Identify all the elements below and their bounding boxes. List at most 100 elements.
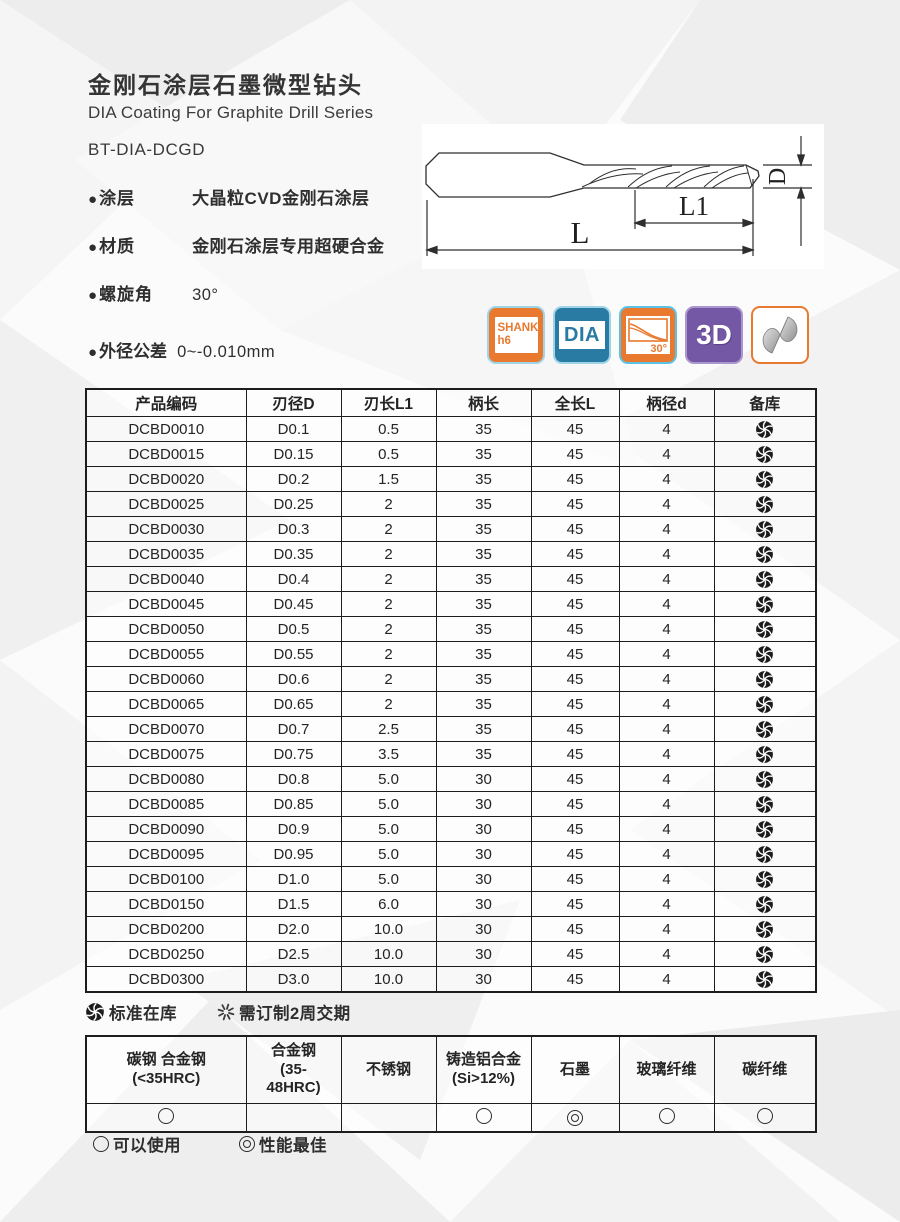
data-cell: 35 [435, 741, 532, 767]
stock-cell [713, 466, 817, 492]
rating-legend-item: 可以使用 [93, 1132, 181, 1156]
swirl-in-stock-icon [86, 1003, 104, 1021]
data-cell: 35 [435, 691, 532, 717]
data-cell: D0.4 [245, 566, 342, 592]
stock-cell [713, 916, 817, 942]
data-cell: DCBD0010 [85, 416, 247, 442]
legend-label: 需订制2周交期 [239, 1005, 351, 1023]
table-row: DCBD0150 D1.5 6.0 30 45 4 [85, 891, 817, 917]
data-cell: 45 [530, 516, 620, 542]
stock-cell [713, 966, 817, 993]
data-cell: DCBD0250 [85, 941, 247, 967]
spec-value: 金刚石涂层专用超硬合金 [192, 237, 385, 256]
data-cell: 4 [618, 441, 715, 467]
stock-cell [713, 416, 817, 442]
data-cell: 30 [435, 891, 532, 917]
data-cell: 4 [618, 516, 715, 542]
swirl-in-stock-icon [756, 670, 774, 688]
rating-cell [85, 1103, 247, 1133]
data-cell: 45 [530, 666, 620, 692]
data-cell: DCBD0025 [85, 491, 247, 517]
page-title: 金刚石涂层石墨微型钻头 [88, 72, 363, 98]
shank-h6-badge: SHANK h6 [487, 306, 545, 364]
header-row: 碳钢 合金钢 (<35HRC) 合金钢 (35- 48HRC) 不锈钢 铸造铝合金 (… [85, 1035, 817, 1104]
data-cell: DCBD0085 [85, 791, 247, 817]
data-cell: 4 [618, 416, 715, 442]
rating-legend-item: 性能最佳 [239, 1132, 327, 1156]
table-row: DCBD0055 D0.55 2 35 45 4 [85, 641, 817, 667]
data-cell: DCBD0015 [85, 441, 247, 467]
data-cell: DCBD0050 [85, 616, 247, 642]
data-cell: 35 [435, 641, 532, 667]
data-cell: D0.8 [245, 766, 342, 792]
data-cell: 4 [618, 691, 715, 717]
data-cell: D0.75 [245, 741, 342, 767]
data-cell: D0.7 [245, 716, 342, 742]
data-cell: D0.6 [245, 666, 342, 692]
data-cell: 4 [618, 966, 715, 993]
data-cell: DCBD0065 [85, 691, 247, 717]
data-cell: 2.5 [340, 716, 437, 742]
data-cell: 45 [530, 966, 620, 993]
data-cell: D0.2 [245, 466, 342, 492]
dim-label-l: L [571, 215, 590, 250]
data-cell: DCBD0090 [85, 816, 247, 842]
data-cell: 4 [618, 791, 715, 817]
rating-legend: 可以使用 性能最佳 [93, 1132, 327, 1156]
data-cell: 45 [530, 841, 620, 867]
stock-cell [713, 591, 817, 617]
spec-item: ● 涂层 大晶粒CVD金刚石涂层 [88, 184, 369, 209]
usable-symbol [475, 1107, 492, 1124]
header-block: 金刚石涂层石墨微型钻头 DIA Coating For Graphite Dri… [88, 66, 373, 123]
data-cell: 30 [435, 816, 532, 842]
legend-label: 可以使用 [113, 1137, 181, 1155]
spec-list: ● 涂层 大晶粒CVD金刚石涂层 ● 材质 金刚石涂层专用超硬合金 ● 螺旋角 30° ● 外径公差… [88, 184, 418, 374]
data-cell: 30 [435, 916, 532, 942]
material-header: 石墨 [530, 1035, 620, 1104]
dim-label-l1: L1 [679, 191, 709, 221]
table-row: DCBD0090 D0.9 5.0 30 45 4 [85, 816, 817, 842]
swirl-in-stock-icon [756, 595, 774, 613]
data-cell: 45 [530, 616, 620, 642]
data-cell: 2 [340, 491, 437, 517]
badge-text: h6 [497, 335, 511, 347]
data-cell: 4 [618, 916, 715, 942]
spec-label: 材质 [99, 237, 136, 256]
dia-coating-badge: DIA [553, 306, 611, 364]
header-row: 产品编码 刃径D 刃长L1 柄长 全长L 柄径d 备库 [85, 388, 817, 417]
data-cell: DCBD0060 [85, 666, 247, 692]
data-cell: 45 [530, 491, 620, 517]
data-cell: DCBD0070 [85, 716, 247, 742]
table-row: DCBD0060 D0.6 2 35 45 4 [85, 666, 817, 692]
swirl-in-stock-icon [756, 920, 774, 938]
data-cell: 4 [618, 866, 715, 892]
usable-symbol [658, 1107, 675, 1124]
data-cell: 2 [340, 616, 437, 642]
best-symbol [567, 1110, 583, 1126]
table-row: DCBD0040 D0.4 2 35 45 4 [85, 566, 817, 592]
bullet-icon: ● [88, 191, 98, 208]
stock-cell [713, 941, 817, 967]
data-cell: DCBD0030 [85, 516, 247, 542]
feature-badges: SHANK h6 DIA 30° 3D [487, 306, 809, 364]
stock-cell [713, 491, 817, 517]
stock-cell [713, 691, 817, 717]
drill-outline [425, 152, 760, 198]
data-cell: 45 [530, 641, 620, 667]
swirl-in-stock-icon [756, 870, 774, 888]
data-cell: 45 [530, 791, 620, 817]
data-cell: 4 [618, 766, 715, 792]
usable-symbol [158, 1107, 175, 1124]
data-cell: 35 [435, 516, 532, 542]
data-cell: 35 [435, 716, 532, 742]
data-cell: DCBD0055 [85, 641, 247, 667]
data-cell: 3.5 [340, 741, 437, 767]
spec-item: ● 外径公差 0~-0.010mm [88, 337, 275, 362]
data-cell: D0.55 [245, 641, 342, 667]
drill-flutes [581, 164, 753, 189]
data-cell: 45 [530, 866, 620, 892]
usable-symbol [93, 1136, 109, 1152]
data-cell: 45 [530, 691, 620, 717]
data-cell: DCBD0100 [85, 866, 247, 892]
